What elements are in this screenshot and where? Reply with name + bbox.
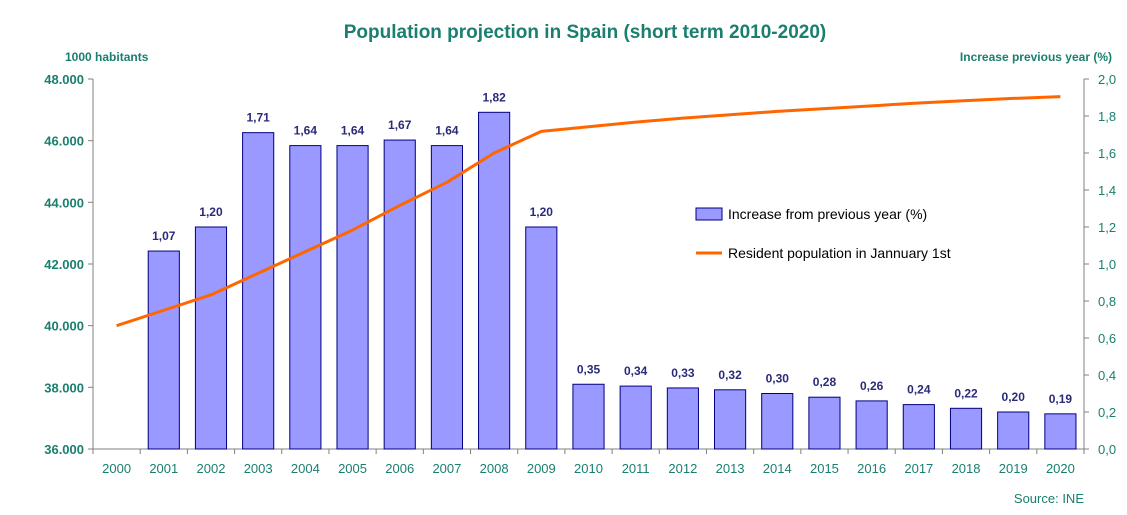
left-tick-label: 40.000 [44,319,84,334]
bar [525,226,558,450]
bar [147,250,180,450]
bar [855,400,888,450]
x-tick-label: 2018 [952,461,981,476]
bar-data-label: 1,82 [482,90,506,104]
left-tick-label: 44.000 [44,195,84,210]
bar [761,393,794,450]
left-tick-label: 46.000 [44,134,84,149]
right-tick-label: 0,6 [1098,331,1116,346]
x-tick-label: 2011 [622,461,650,476]
x-tick-label: 2004 [291,461,320,476]
bar-data-label: 0,32 [718,368,742,382]
x-tick-label: 2019 [999,461,1028,476]
x-tick-label: 2014 [763,461,792,476]
bar [289,145,322,450]
left-axis: 36.000 38.000 40.000 42.000 44.000 46.000 48.0… [44,72,94,457]
left-axis-title: 1000 habitants [65,50,149,64]
x-tick-label: 2012 [668,461,697,476]
bar-data-label: 0,28 [813,375,837,389]
right-tick-label: 2,0 [1098,72,1116,87]
bar [194,226,228,450]
bar-data-label: 0,26 [860,379,884,393]
bar-data-label: 1,64 [341,124,365,138]
bar-data-label: 0,20 [1002,390,1026,404]
bar [478,111,511,450]
x-tick-label: 2008 [480,461,509,476]
bar [383,139,416,450]
right-axis-title: Increase previous year (%) [960,50,1112,64]
bar-data-label: 0,35 [577,362,601,376]
bar [242,132,275,450]
right-tick-label: 0,2 [1098,405,1116,420]
legend-bar-label: Increase from previous year (%) [728,206,927,222]
bar-data-label: 1,71 [246,111,270,125]
chart-title: Population projection in Spain (short te… [344,22,826,43]
right-tick-label: 1,0 [1098,257,1116,272]
right-tick-label: 0,0 [1098,442,1116,457]
bar-data-label: 1,07 [152,229,176,243]
left-tick-label: 42.000 [44,257,84,272]
bar-data-label: 0,30 [766,372,790,386]
bar [1044,413,1077,450]
x-tick-label: 2003 [244,461,273,476]
source-note: Source: INE [1014,491,1084,506]
bar [713,389,747,450]
bar-data-labels: 1,07 1,20 1,71 1,64 1,64 1,67 1,64 1,82 1,20 0,35… [152,90,1072,406]
bar-series [147,111,1077,450]
bar [949,407,983,450]
bar-data-label: 0,22 [954,386,978,400]
right-tick-label: 1,2 [1098,220,1116,235]
bar-data-label: 0,24 [907,383,931,397]
bar-data-label: 1,20 [530,205,554,219]
legend-bar-swatch [695,207,723,221]
bar-data-label: 0,33 [671,366,695,380]
x-tick-label: 2006 [385,461,414,476]
x-tick-label: 2015 [810,461,839,476]
population-line [116,95,1061,328]
right-tick-label: 0,8 [1098,294,1116,309]
x-tick-label: 2020 [1046,461,1075,476]
bar-data-label: 1,67 [388,118,412,132]
x-tick-label: 2009 [527,461,556,476]
bar [902,404,935,450]
right-tick-label: 1,8 [1098,109,1116,124]
x-axis: 2000 2001 2002 2003 2004 2005 2006 2007 2008 2009… [92,448,1085,476]
legend-line-label: Resident population in Jannuary 1st [728,245,951,261]
x-tick-label: 2001 [149,461,178,476]
x-tick-label: 2002 [197,461,226,476]
x-tick-label: 2013 [716,461,745,476]
bar [666,387,699,450]
left-tick-label: 48.000 [44,72,84,87]
left-tick-label: 36.000 [44,442,84,457]
right-axis: 0,0 0,2 0,4 0,6 0,8 1,0 1,2 1,4 1,6 1,8 2,0 [1083,72,1116,457]
x-tick-label: 2000 [102,461,131,476]
bar-data-label: 0,19 [1049,392,1073,406]
right-tick-label: 1,4 [1098,183,1116,198]
bar [619,385,652,450]
bar [997,411,1030,450]
bar [572,383,605,450]
bar-data-label: 1,64 [435,124,459,138]
x-tick-label: 2005 [338,461,367,476]
x-tick-label: 2010 [574,461,603,476]
bar [430,145,464,450]
right-tick-label: 1,6 [1098,146,1116,161]
right-tick-label: 0,4 [1098,368,1116,383]
x-tick-label: 2016 [857,461,886,476]
bar [336,145,369,450]
bar-data-label: 0,34 [624,364,648,378]
bar [808,396,841,450]
x-tick-label: 2007 [432,461,461,476]
bar-data-label: 1,20 [199,205,223,219]
legend: Increase from previous year (%) Resident… [695,206,951,261]
bar-data-label: 1,64 [294,124,318,138]
left-tick-label: 38.000 [44,380,84,395]
x-tick-label: 2017 [904,461,933,476]
line-series [116,95,1061,328]
